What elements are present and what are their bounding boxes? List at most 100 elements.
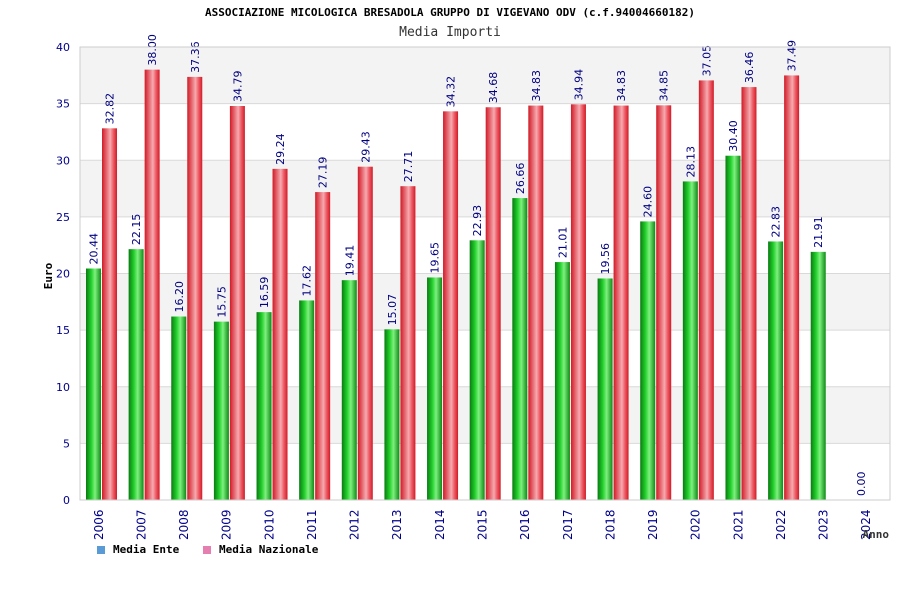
bar-nazionale: [570, 104, 586, 500]
value-label-ente: 0.00: [855, 472, 868, 497]
legend-item-ente: Media Ente: [97, 543, 179, 556]
chart-subtitle: Media Importi: [399, 25, 501, 40]
bar-nazionale: [613, 105, 629, 501]
bar-ente: [640, 221, 656, 500]
value-label-ente: 21.01: [556, 227, 569, 259]
x-tick-label: 2012: [348, 509, 362, 540]
bar-nazionale: [357, 166, 373, 500]
x-tick-label: 2013: [390, 509, 404, 540]
value-label-nazionale: 29.24: [274, 133, 287, 165]
bar-ente: [554, 262, 570, 500]
bar-nazionale: [698, 80, 714, 500]
value-label-ente: 22.83: [770, 206, 783, 238]
value-label-nazionale: 29.43: [359, 131, 372, 163]
y-axis-label: Euro: [42, 262, 55, 289]
x-tick-label: 2007: [134, 509, 148, 540]
value-label-ente: 19.65: [429, 242, 442, 274]
value-label-ente: 20.44: [88, 233, 101, 265]
bar-ente: [256, 312, 272, 500]
value-label-nazionale: 34.94: [572, 69, 585, 101]
x-tick-label: 2019: [646, 509, 660, 540]
bar-ente: [682, 181, 698, 501]
y-tick-label: 10: [56, 381, 70, 394]
y-tick-label: 15: [56, 324, 70, 337]
value-label-nazionale: 27.71: [402, 151, 415, 183]
legend-label-ente: Media Ente: [113, 543, 180, 556]
bar-ente: [171, 316, 187, 500]
bar-ente: [213, 321, 229, 500]
value-label-ente: 15.75: [215, 286, 228, 317]
legend-swatch-ente: [97, 545, 105, 554]
x-tick-label: 2015: [476, 509, 490, 540]
value-label-ente: 30.40: [727, 120, 740, 152]
x-axis-label: Anno: [863, 528, 890, 541]
bar-ente: [86, 268, 101, 500]
legend-item-nazionale: Media Nazionale: [203, 543, 318, 556]
legend-label-nazionale: Media Nazionale: [219, 543, 319, 556]
y-tick-label: 30: [56, 154, 70, 167]
value-label-ente: 21.91: [812, 216, 825, 248]
y-tick-label: 20: [56, 268, 70, 281]
bar-nazionale: [741, 87, 757, 500]
page-title: ASSOCIAZIONE MICOLOGICA BRESADOLA GRUPPO…: [204, 6, 696, 19]
x-tick-label: 2010: [262, 509, 276, 540]
y-tick-label: 35: [56, 98, 70, 111]
bar-ente: [469, 240, 485, 500]
value-label-nazionale: 36.46: [743, 52, 756, 84]
y-tick-label: 5: [63, 437, 70, 450]
value-label-nazionale: 34.85: [658, 70, 671, 102]
x-tick-label: 2008: [177, 509, 191, 540]
value-label-nazionale: 27.19: [317, 157, 330, 189]
bar-nazionale: [443, 111, 459, 501]
value-label-ente: 19.41: [343, 245, 356, 277]
bar-ente: [341, 280, 357, 500]
bar-nazionale: [272, 168, 288, 500]
x-tick-label: 2021: [731, 509, 745, 540]
x-tick-label: 2018: [603, 509, 617, 540]
y-tick-label: 40: [56, 41, 70, 54]
value-label-ente: 28.13: [684, 146, 697, 178]
legend-swatch-nazionale: [203, 545, 211, 554]
y-tick-label: 0: [63, 494, 70, 507]
x-tick-label: 2023: [817, 509, 831, 540]
bar-ente: [597, 278, 613, 500]
bar-nazionale: [656, 105, 672, 500]
value-label-nazionale: 34.32: [445, 76, 458, 108]
x-tick-label: 2011: [305, 509, 319, 540]
bar-ente: [512, 198, 528, 500]
bar-ente: [725, 155, 741, 500]
value-label-ente: 24.60: [642, 186, 655, 218]
bar-nazionale: [187, 76, 203, 500]
x-tick-label: 2016: [518, 509, 532, 540]
bar-nazionale: [229, 106, 245, 501]
bar-nazionale: [400, 186, 416, 500]
value-label-ente: 16.20: [173, 281, 186, 313]
value-label-nazionale: 32.82: [104, 93, 117, 125]
value-label-ente: 22.93: [471, 205, 484, 237]
value-label-nazionale: 34.68: [487, 72, 500, 104]
bar-nazionale: [102, 128, 117, 500]
x-tick-label: 2017: [561, 509, 575, 540]
value-label-ente: 26.66: [514, 163, 527, 195]
y-tick-label: 25: [56, 211, 70, 224]
x-tick-label: 2024: [859, 509, 873, 540]
x-tick-label: 2009: [220, 509, 234, 540]
bar-ente: [384, 329, 400, 500]
x-tick-label: 2022: [774, 509, 788, 540]
x-tick-label: 2014: [433, 509, 447, 540]
value-label-ente: 19.56: [599, 243, 612, 275]
value-label-nazionale: 34.83: [530, 70, 543, 102]
bar-nazionale: [528, 105, 544, 501]
value-label-nazionale: 38.00: [146, 34, 159, 66]
bar-ente: [810, 251, 826, 500]
value-label-ente: 17.62: [301, 265, 314, 297]
x-tick-label: 2006: [92, 509, 106, 540]
bar-nazionale: [485, 107, 501, 501]
bar-nazionale: [784, 75, 800, 500]
value-label-nazionale: 34.79: [231, 71, 244, 102]
value-label-nazionale: 37.36: [189, 41, 202, 73]
value-label-nazionale: 37.49: [786, 40, 799, 72]
bar-ente: [427, 277, 443, 500]
value-label-ente: 15.07: [386, 294, 399, 326]
